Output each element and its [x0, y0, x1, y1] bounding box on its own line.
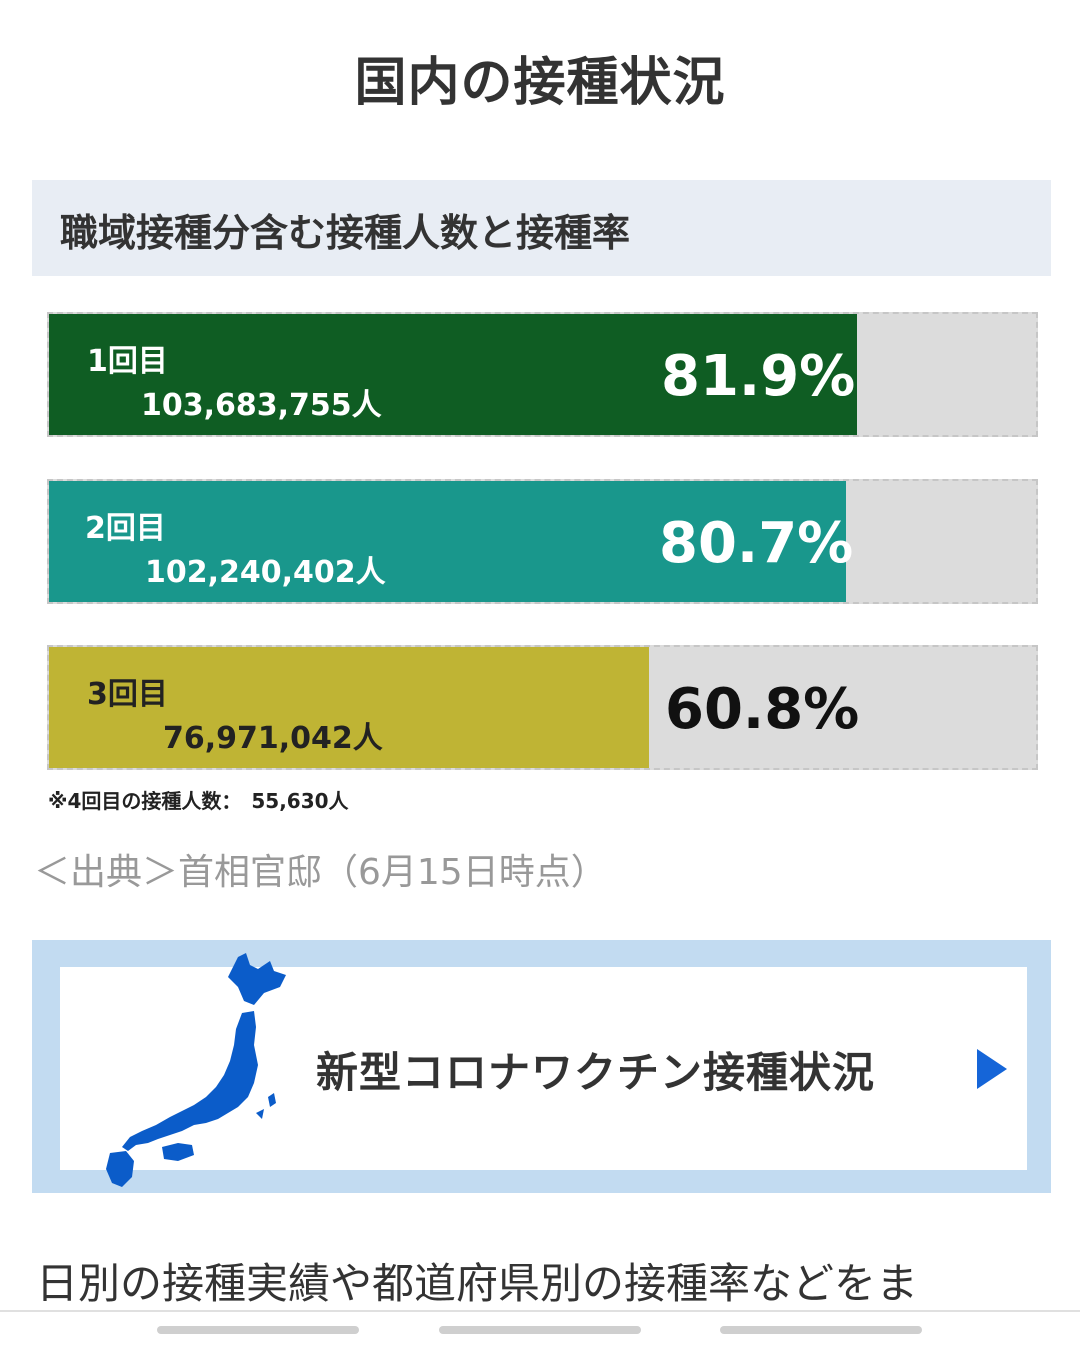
nav-divider — [0, 1310, 1080, 1312]
dose-count: 103,683,755人 — [141, 388, 382, 423]
dose-bar-fill — [49, 481, 846, 602]
dose-label: 1回目 — [87, 344, 168, 379]
dose-bar-1: 1回目 103,683,755人 81.9% — [47, 312, 1038, 437]
section-title: 職域接種分含む接種人数と接種率 — [60, 211, 631, 255]
dose-count: 102,240,402人 — [145, 555, 386, 590]
nav-pill-right[interactable] — [720, 1326, 922, 1334]
source-citation: ＜出典＞首相官邸（6月15日時点） — [34, 852, 607, 893]
fourth-dose-note: ※4回目の接種人数： 55,630人 — [48, 789, 349, 813]
dose-bar-fill — [49, 647, 650, 768]
banner-inner: 新型コロナワクチン接種状況 — [60, 953, 1027, 1187]
dose-bar-fill — [49, 314, 858, 435]
page-title: 国内の接種状況 — [354, 53, 726, 113]
nav-pill-center[interactable] — [439, 1326, 641, 1334]
play-arrow-icon — [977, 1049, 1007, 1089]
dose-rate: 81.9% — [661, 344, 856, 409]
description-text: 日別の接種実績や都道府県別の接種率などをま — [36, 1259, 919, 1308]
section-header: 職域接種分含む接種人数と接種率 — [32, 180, 1051, 276]
dose-bar-2: 2回目 102,240,402人 80.7% — [47, 479, 1038, 604]
banner-text: 新型コロナワクチン接種状況 — [316, 1048, 876, 1097]
dose-count: 76,971,042人 — [163, 721, 383, 756]
vaccine-status-banner[interactable]: 新型コロナワクチン接種状況 — [32, 940, 1051, 1193]
dose-rate: 60.8% — [665, 677, 860, 742]
dose-label: 3回目 — [87, 677, 168, 712]
dose-bar-3: 3回目 76,971,042人 60.8% — [47, 645, 1038, 770]
nav-pill-left[interactable] — [157, 1326, 359, 1334]
dose-rate: 80.7% — [659, 511, 854, 576]
japan-map-icon — [106, 953, 286, 1187]
dose-label: 2回目 — [85, 511, 166, 546]
